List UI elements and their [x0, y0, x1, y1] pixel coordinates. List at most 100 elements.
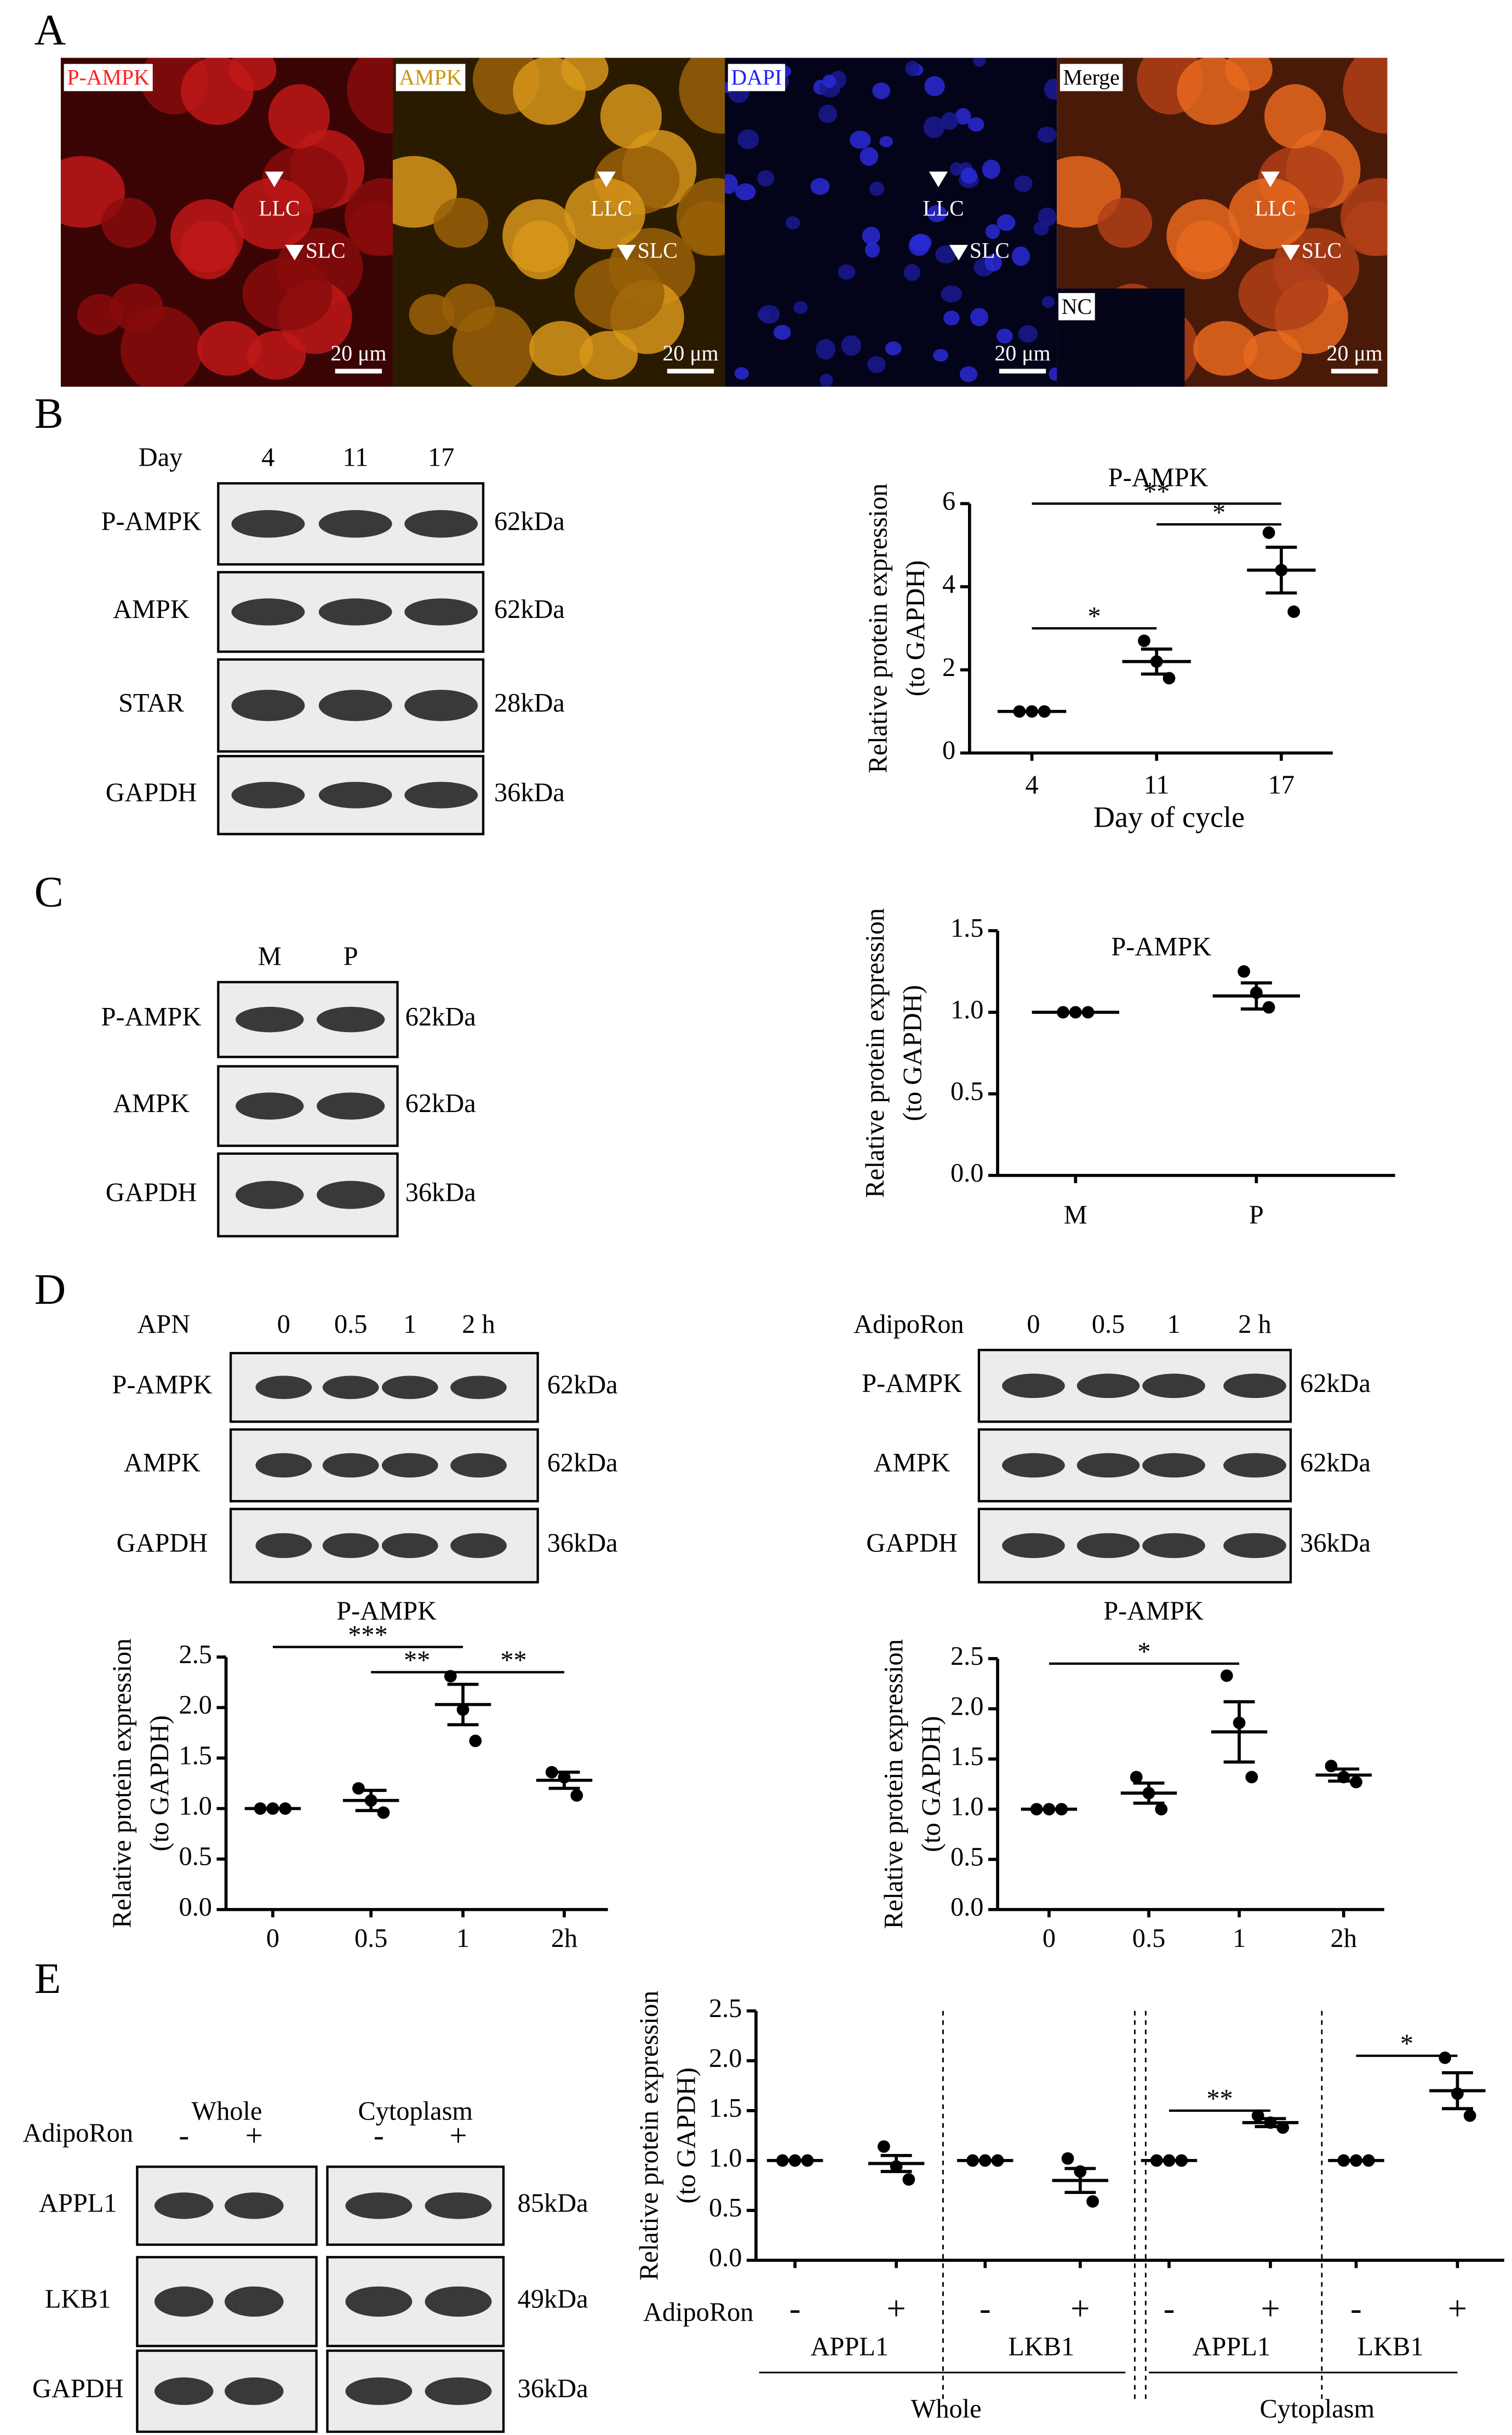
band: [425, 2192, 492, 2219]
band: [225, 2192, 284, 2219]
x-tick-label: 0: [1043, 1924, 1056, 1953]
marker-arrow: [1281, 244, 1301, 261]
marker-label: SLC: [1302, 238, 1342, 262]
blot-size-label: 62kDa: [494, 595, 565, 624]
band: [404, 598, 478, 626]
data-point: [352, 1782, 365, 1795]
cell: [850, 130, 871, 149]
group-label: Cytoplasm: [1260, 2394, 1375, 2423]
lane-label: 1: [403, 1310, 416, 1339]
data-point: [1074, 2165, 1087, 2178]
cell: [513, 58, 586, 125]
band: [318, 510, 392, 538]
lane-label: 0: [277, 1310, 290, 1339]
cell: [101, 198, 157, 248]
marker-arrow: [265, 171, 284, 187]
cell: [1014, 175, 1033, 192]
cell: [773, 325, 791, 340]
significance-label: *: [1137, 1637, 1150, 1666]
x-tick-label: 1: [1233, 1924, 1246, 1953]
y-tick-label: 0.5: [179, 1842, 212, 1871]
marker-label: SLC: [638, 238, 678, 262]
data-point: [1142, 1786, 1155, 1800]
y-tick-label: 1.5: [950, 914, 983, 943]
subgroup-label: LKB1: [1358, 2332, 1424, 2361]
band: [322, 1533, 379, 1559]
band: [236, 1092, 304, 1120]
subgroup-label: LKB1: [1008, 2332, 1074, 2361]
panel-label: A: [35, 6, 66, 54]
band: [1142, 1453, 1205, 1478]
cell: [1193, 321, 1258, 376]
data-point: [1275, 564, 1288, 577]
band: [1002, 1533, 1065, 1559]
blot-group-label: Cytoplasm: [358, 2097, 473, 2126]
lane-label: -: [374, 2118, 384, 2153]
blot-row-label: AMPK: [124, 1448, 201, 1477]
band: [381, 1533, 438, 1559]
band: [381, 1453, 438, 1478]
cell: [734, 367, 749, 380]
cell: [996, 214, 1016, 231]
data-point: [1162, 2154, 1176, 2167]
cell: [1011, 246, 1030, 266]
data-point: [1350, 2154, 1362, 2167]
cell: [1038, 207, 1057, 227]
cell: [941, 285, 963, 303]
cell: [984, 254, 1003, 272]
cell: [1177, 58, 1250, 125]
cell: [232, 177, 313, 250]
scale-bar-label: 20 μm: [994, 341, 1050, 365]
cell: [1343, 58, 1388, 134]
y-tick-label: 2.5: [179, 1640, 212, 1669]
cell: [1341, 178, 1388, 256]
band: [225, 2377, 284, 2405]
cell: [933, 348, 948, 362]
y-tick-label: 0.0: [950, 1893, 983, 1922]
x-tick-label: 1: [456, 1924, 469, 1953]
cell: [867, 356, 886, 373]
chart-title: P-AMPK: [1111, 932, 1211, 961]
cell: [793, 301, 808, 314]
chart-title: P-AMPK: [1103, 1596, 1204, 1625]
data-point: [1162, 672, 1176, 685]
x-tick-label: M: [1064, 1201, 1087, 1230]
cell: [943, 310, 960, 326]
data-point: [456, 1703, 469, 1716]
band: [345, 2377, 413, 2405]
y-tick-label: 1.0: [950, 1792, 983, 1821]
data-point: [801, 2154, 814, 2167]
marker-arrow: [949, 244, 968, 261]
y-tick-label: 2.0: [179, 1691, 212, 1720]
x-tick-label: +: [1448, 2289, 1467, 2327]
data-point: [1155, 1803, 1168, 1815]
y-tick-label: 1.5: [179, 1741, 212, 1770]
data-point: [1013, 705, 1026, 718]
cell: [923, 116, 945, 139]
cell: [935, 245, 957, 263]
cell: [197, 321, 262, 376]
marker-label: SLC: [970, 238, 1010, 262]
data-point: [1262, 1001, 1275, 1014]
band: [404, 510, 478, 538]
cell: [1037, 127, 1057, 143]
blot-row-label: GAPDH: [106, 1178, 197, 1207]
data-point: [279, 1802, 292, 1815]
cell: [838, 264, 856, 280]
panel-label: D: [35, 1265, 66, 1314]
cell: [453, 306, 535, 387]
marker-arrow: [617, 244, 636, 261]
cell: [818, 104, 837, 123]
cell: [758, 305, 780, 324]
cell: [982, 159, 1001, 179]
band: [225, 2286, 284, 2317]
blot-row-label: LKB1: [45, 2285, 111, 2314]
cell: [600, 84, 662, 149]
cell: [879, 136, 893, 147]
y-axis-label: (to GAPDH): [917, 1716, 946, 1853]
label-box: [728, 64, 786, 91]
cell: [949, 162, 964, 176]
inset-label: NC: [1062, 295, 1092, 319]
x-tick-label: -: [1164, 2289, 1175, 2327]
blot-row-label: APPL1: [39, 2189, 117, 2218]
